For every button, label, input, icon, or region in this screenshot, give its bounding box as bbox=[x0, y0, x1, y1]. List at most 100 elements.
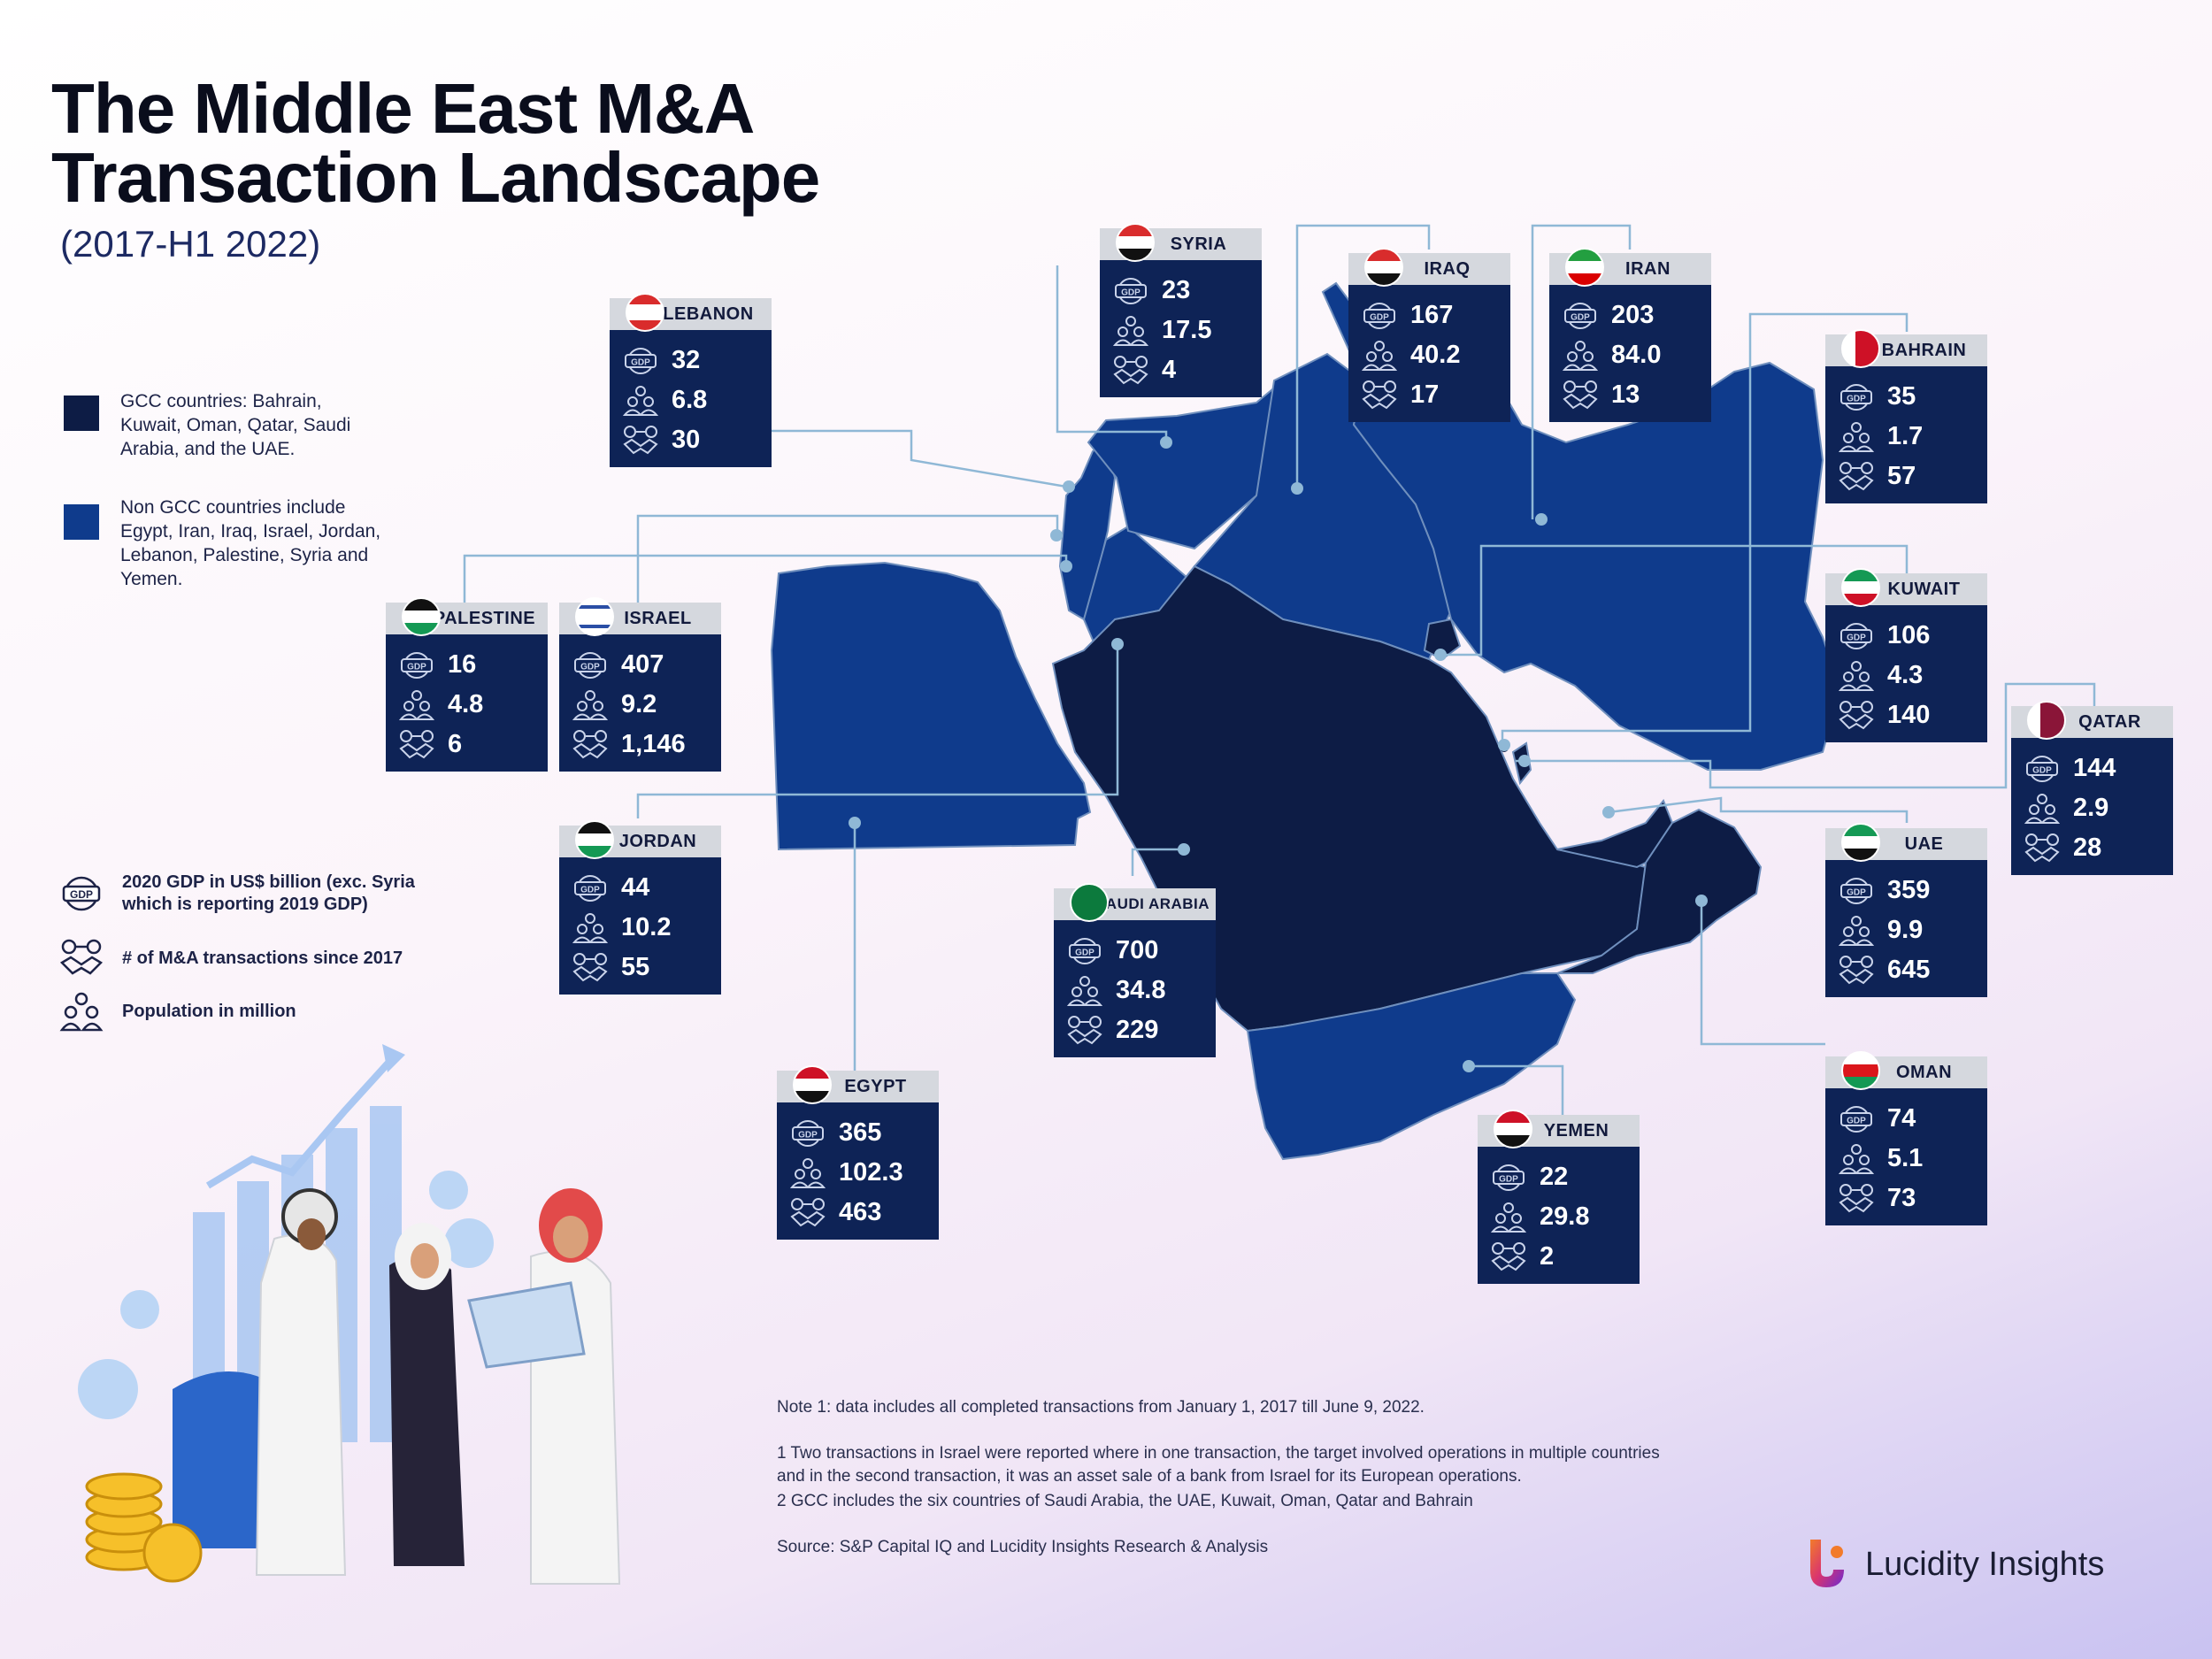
iraq-deals: 17 bbox=[1410, 380, 1440, 409]
lebanon-name: LEBANON bbox=[663, 303, 754, 324]
uae-population: 9.9 bbox=[1887, 916, 1924, 944]
yemen-name: YEMEN bbox=[1543, 1120, 1609, 1141]
kuwait-card-header: KUWAIT bbox=[1825, 568, 1987, 607]
handshake-icon bbox=[2011, 833, 2073, 864]
svg-text:GDP: GDP bbox=[631, 357, 650, 367]
jordan-population: 10.2 bbox=[621, 913, 672, 941]
jordan-card-header: JORDAN bbox=[559, 820, 721, 859]
gcc-legend-text: GCC countries: Bahrain, Kuwait, Oman, Qa… bbox=[120, 391, 351, 459]
iraq-population: 40.2 bbox=[1410, 341, 1461, 369]
iran-gdp: 203 bbox=[1611, 301, 1655, 329]
qatar-card: QATAR GDP 144 2.9 28 bbox=[2011, 701, 2173, 875]
kuwait-shape bbox=[1423, 618, 1462, 661]
palestine-flag-icon bbox=[402, 597, 441, 636]
gdp-icon: GDP bbox=[1825, 620, 1887, 652]
oman-card-header: OMAN bbox=[1825, 1051, 1987, 1090]
yemen-flag-icon bbox=[1494, 1110, 1532, 1148]
palestine-gdp: 16 bbox=[448, 650, 477, 679]
svg-text:GDP: GDP bbox=[1571, 312, 1590, 322]
egypt-shape bbox=[770, 561, 1092, 851]
leader-dots bbox=[849, 436, 1708, 1072]
oman-gdp: 74 bbox=[1887, 1104, 1916, 1133]
uae-gdp: 359 bbox=[1887, 876, 1931, 904]
note-1: Note 1: data includes all completed tran… bbox=[777, 1398, 1425, 1417]
brand-logo: Lucidity Insights bbox=[1798, 1536, 2104, 1593]
yemen-card-header: YEMEN bbox=[1478, 1110, 1640, 1148]
handshake-icon bbox=[1825, 700, 1887, 732]
lucidity-logo-icon bbox=[1810, 1540, 1844, 1587]
handshake-icon bbox=[1100, 355, 1162, 387]
lebanon-card: LEBANON GDP 32 6.8 30 bbox=[610, 293, 772, 467]
population-icon bbox=[1825, 660, 1887, 692]
kuwait-name: KUWAIT bbox=[1887, 579, 1961, 599]
iran-flag-icon bbox=[1565, 248, 1604, 287]
iran-card-header: IRAN bbox=[1549, 248, 1711, 287]
gdp-icon: GDP bbox=[1825, 1103, 1887, 1135]
iraq-card: IRAQ GDP 167 40.2 17 bbox=[1348, 248, 1510, 422]
egypt-name: EGYPT bbox=[844, 1076, 907, 1096]
source-note: Source: S&P Capital IQ and Lucidity Insi… bbox=[777, 1538, 1269, 1556]
jordan-deals: 55 bbox=[621, 953, 650, 981]
gdp-icon: GDP bbox=[559, 872, 621, 904]
gear-icon bbox=[78, 1171, 494, 1419]
oman-flag-icon bbox=[1841, 1051, 1880, 1090]
oman-deals: 73 bbox=[1887, 1184, 1916, 1212]
jordan-name: JORDAN bbox=[618, 831, 697, 851]
population-icon bbox=[1478, 1202, 1540, 1233]
iraq-card-header: IRAQ bbox=[1348, 248, 1510, 287]
israel-flag-icon bbox=[575, 597, 614, 636]
iraq-flag-icon bbox=[1364, 248, 1403, 287]
svg-text:GDP: GDP bbox=[70, 888, 93, 901]
egypt-deals: 463 bbox=[839, 1198, 882, 1226]
uae-card-header: UAE bbox=[1825, 823, 1987, 862]
saudi-card-header: SAUDI ARABIA bbox=[1054, 883, 1216, 922]
iran-population: 84.0 bbox=[1611, 341, 1662, 369]
uae-deals: 645 bbox=[1887, 956, 1931, 984]
handshake-icon bbox=[58, 938, 104, 979]
jordan-gdp: 44 bbox=[621, 873, 650, 902]
kuwait-deals: 140 bbox=[1887, 701, 1931, 729]
palestine-name: PALESTINE bbox=[433, 608, 536, 628]
svg-text:GDP: GDP bbox=[580, 662, 600, 672]
svg-text:GDP: GDP bbox=[1075, 948, 1094, 957]
handshake-icon bbox=[1054, 1015, 1116, 1047]
svg-text:GDP: GDP bbox=[798, 1130, 818, 1140]
israel-deals: 1,146 bbox=[621, 730, 686, 758]
key-gdp: GDP 2020 GDP in US$ billion (exc. Syria … bbox=[58, 872, 458, 916]
population-icon bbox=[1348, 340, 1410, 372]
kuwait-gdp: 106 bbox=[1887, 621, 1931, 649]
handshake-icon bbox=[1825, 1183, 1887, 1215]
qatar-flag-icon bbox=[2027, 701, 2066, 740]
key-gdp-text: 2020 GDP in US$ billion (exc. Syria whic… bbox=[122, 872, 415, 914]
brand-name: Lucidity Insights bbox=[1865, 1545, 2105, 1583]
population-icon bbox=[2011, 793, 2073, 825]
qatar-name: QATAR bbox=[2078, 711, 2141, 732]
oman-card: OMAN GDP 74 5.1 73 bbox=[1825, 1051, 1987, 1225]
syria-gdp: 23 bbox=[1162, 276, 1191, 304]
handshake-icon bbox=[559, 952, 621, 984]
gdp-icon: GDP bbox=[1100, 275, 1162, 307]
bahrain-flag-icon bbox=[1841, 329, 1880, 368]
jordan-flag-icon bbox=[575, 820, 614, 859]
svg-text:GDP: GDP bbox=[1847, 394, 1866, 403]
population-icon bbox=[1054, 975, 1116, 1007]
gdp-icon: GDP bbox=[559, 649, 621, 681]
iran-deals: 13 bbox=[1611, 380, 1640, 409]
bahrain-card-header: BAHRAIN bbox=[1825, 329, 1987, 368]
gdp-icon: GDP bbox=[386, 649, 448, 681]
title-line-2: Transaction Landscape bbox=[51, 138, 820, 217]
gcc-legend-swatch bbox=[64, 396, 99, 431]
svg-text:GDP: GDP bbox=[2032, 765, 2052, 775]
egypt-card: EGYPT GDP 365 102.3 463 bbox=[777, 1065, 939, 1240]
lebanon-flag-icon bbox=[626, 293, 664, 332]
yemen-deals: 2 bbox=[1540, 1242, 1555, 1271]
population-icon bbox=[1825, 915, 1887, 947]
handshake-icon bbox=[386, 729, 448, 761]
coin-stack-icon bbox=[85, 1472, 203, 1583]
israel-name: ISRAEL bbox=[624, 608, 692, 628]
palestine-card-header: PALESTINE bbox=[386, 597, 548, 636]
palestine-card: PALESTINE GDP 16 4.8 6 bbox=[386, 597, 548, 772]
page-title: The Middle East M&A Transaction Landscap… bbox=[51, 69, 820, 217]
key-population: Population in million bbox=[58, 991, 296, 1032]
title-line-1: The Middle East M&A bbox=[51, 69, 755, 148]
